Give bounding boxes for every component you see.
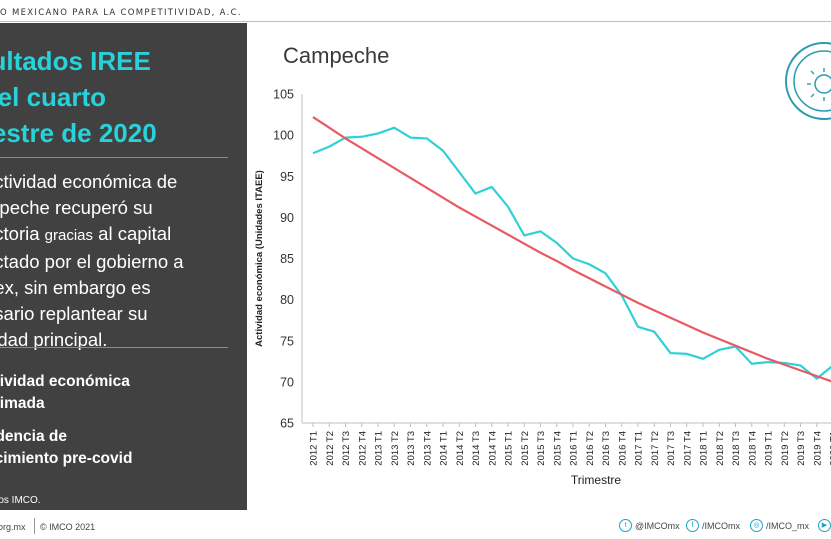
x-tick-label: 2019 T1	[764, 431, 775, 466]
x-tick-label: 2019 T2	[780, 431, 791, 466]
footer: org.mx © IMCO 2021 t @IMCOmx f /IMCOmx ◎…	[0, 515, 831, 539]
y-tick-label: 105	[273, 88, 294, 102]
y-tick-label: 80	[280, 293, 294, 307]
description-fragment: ectoria	[0, 223, 40, 244]
description-line: actividad económica de	[0, 171, 178, 192]
x-tick-label: 2015 T2	[520, 431, 531, 466]
x-tick-label: 2013 T4	[422, 431, 433, 466]
social-handle: @IMCOmx	[635, 520, 680, 531]
y-tick-label: 100	[273, 129, 294, 143]
description-line: esario replantear su	[0, 303, 148, 324]
footer-social-twitter[interactable]: t @IMCOmx	[619, 519, 680, 532]
series-line-actividad	[312, 126, 831, 380]
x-tick-label: 2013 T1	[374, 431, 385, 466]
left-panel: sultados IREE a el cuarto nestre de 2020…	[0, 23, 247, 510]
description-line: nex, sin embargo es	[0, 277, 151, 298]
y-ticks: 65 70 75 80 85 90 95 100 105	[273, 88, 294, 431]
y-tick-label: 95	[280, 170, 294, 184]
legend-line: ndencia de	[0, 428, 67, 445]
y-tick-label: 85	[280, 252, 294, 266]
footer-divider	[34, 518, 35, 534]
panel-title-line: sultados IREE	[0, 46, 151, 76]
legend-line: stimada	[0, 395, 45, 412]
alta-sun-badge-icon	[785, 42, 831, 120]
x-axis-label: Trimestre	[571, 473, 622, 487]
twitter-icon: t	[619, 519, 632, 532]
panel-description: actividad económica de mpeche recuperó s…	[0, 169, 244, 353]
panel-title-line: nestre de 2020	[0, 118, 157, 148]
description-line: ectoria gracias al capital	[0, 221, 244, 249]
series-layer	[312, 116, 831, 383]
panel-divider	[0, 347, 228, 348]
y-tick-label: 75	[280, 334, 294, 348]
series-line-tendencia	[312, 116, 831, 383]
x-tick-label: 2015 T1	[504, 431, 515, 466]
x-tick-label: 2015 T4	[552, 431, 563, 466]
x-tick-label: 2018 T2	[715, 431, 726, 466]
x-tick-label: 2015 T3	[536, 431, 547, 466]
top-bar: O MEXICANO PARA LA COMPETITIVIDAD, A.C.	[0, 0, 831, 22]
footer-social-instagram[interactable]: ◎ /IMCO_mx	[750, 519, 809, 532]
x-tick-label: 2017 T4	[682, 431, 693, 466]
x-tick-label: 2012 T3	[341, 431, 352, 466]
y-axis-label: Actividad económica (Unidades ITAEE)	[254, 170, 265, 347]
x-tick-label: 2017 T1	[634, 431, 645, 466]
x-tick-label: 2019 T4	[812, 431, 823, 466]
x-tick-label: 2013 T3	[406, 431, 417, 466]
x-tick-label: 2019 T3	[796, 431, 807, 466]
x-tick-label: 2016 T2	[585, 431, 596, 466]
x-tick-label: 2016 T4	[617, 431, 628, 466]
description-fragment: gracias	[44, 227, 94, 244]
social-handle: /IMCOmx	[702, 520, 740, 531]
x-tick-label: 2017 T3	[666, 431, 677, 466]
top-divider	[0, 21, 831, 22]
panel-title: sultados IREE a el cuarto nestre de 2020	[0, 43, 236, 151]
social-handle: /IMCO_mx	[766, 520, 810, 531]
description-line: ectado por el gobierno a	[0, 251, 184, 272]
panel-divider	[0, 157, 228, 158]
description-line: vidad principal.	[0, 329, 108, 350]
x-tick-label: 2014 T4	[487, 431, 498, 466]
x-tick-label: 2013 T2	[390, 431, 401, 466]
x-tick-label: 2018 T1	[699, 431, 710, 466]
x-tick-label: 2016 T1	[569, 431, 580, 466]
x-tick-label: 2012 T4	[357, 431, 368, 466]
x-tick-label: 2014 T3	[471, 431, 482, 466]
x-tick-label: 2012 T1	[309, 431, 320, 466]
x-tick-label: 2014 T2	[455, 431, 466, 466]
facebook-icon: f	[686, 519, 699, 532]
youtube-icon: ▶	[818, 519, 831, 532]
footer-copyright: © IMCO 2021	[40, 522, 96, 532]
legend-line: ctividad económica	[0, 373, 130, 390]
description-line: mpeche recuperó su	[0, 197, 153, 218]
footer-social-facebook[interactable]: f /IMCOmx	[686, 519, 740, 532]
y-tick-label: 70	[280, 375, 294, 389]
x-tick-label: 2014 T1	[439, 431, 450, 466]
x-tick-label: 2017 T2	[650, 431, 661, 466]
x-tick-label: 2016 T3	[601, 431, 612, 466]
footer-social-more[interactable]: ▶	[818, 519, 831, 532]
chart-title: Campeche	[283, 43, 390, 68]
source-note: atos IMCO.	[0, 495, 41, 506]
y-tick-label: 90	[280, 211, 294, 225]
legend-actividad: ctividad económica stimada	[0, 371, 130, 415]
legend-line: ecimiento pre-covid	[0, 450, 133, 467]
x-tick-label: 2018 T3	[731, 431, 742, 466]
legend-tendencia: ndencia de ecimiento pre-covid	[0, 426, 132, 470]
organization-name: O MEXICANO PARA LA COMPETITIVIDAD, A.C.	[0, 8, 242, 18]
description-fragment: al capital	[98, 223, 172, 244]
instagram-icon: ◎	[750, 519, 763, 532]
x-tick-label: 2018 T4	[747, 431, 758, 466]
y-tick-label: 65	[280, 417, 294, 431]
panel-title-line: a el cuarto	[0, 82, 107, 112]
x-tick-label: 2012 T2	[325, 431, 336, 466]
footer-url[interactable]: org.mx	[0, 522, 26, 532]
x-ticks: 2012 T1 2012 T2 2012 T3 2012 T4 2013 T1 2013 …	[309, 423, 831, 466]
